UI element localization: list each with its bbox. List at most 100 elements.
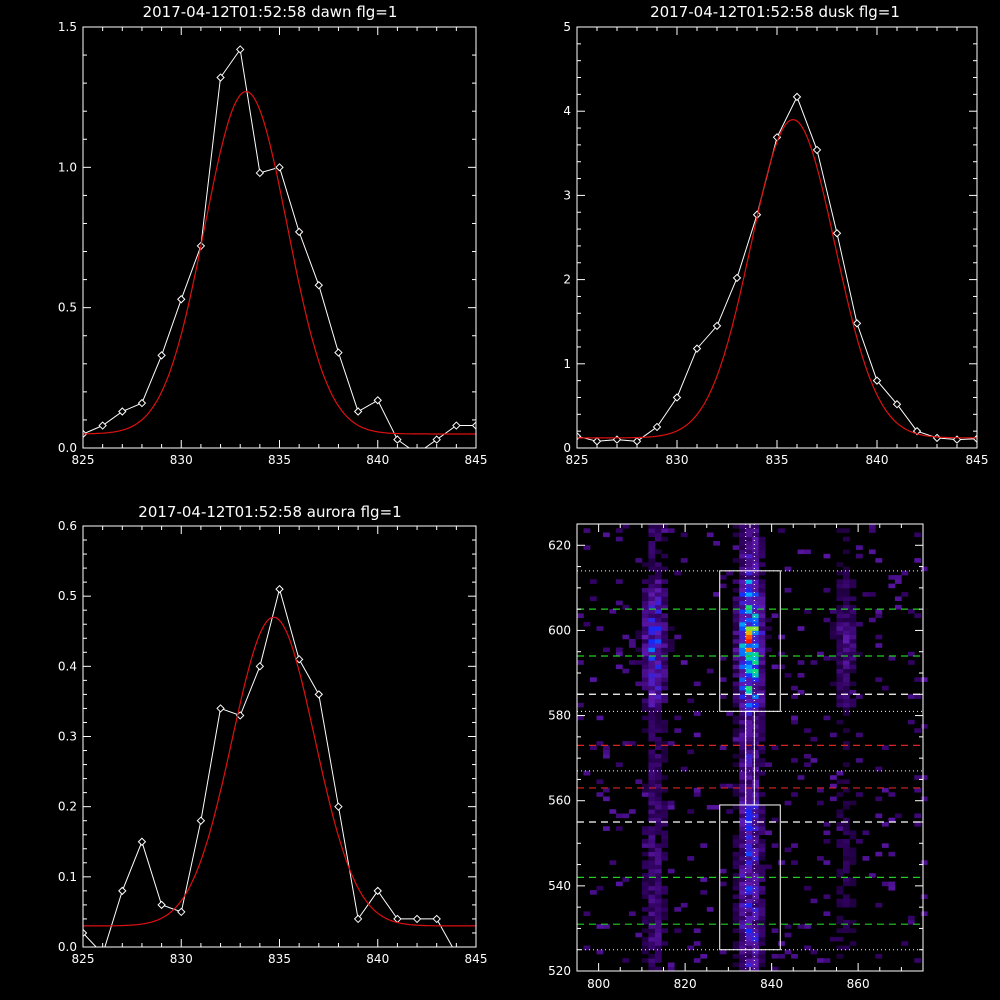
x-tick-label: 845	[465, 952, 488, 966]
data-point	[632, 437, 642, 446]
data-point	[294, 655, 304, 664]
data-point	[196, 816, 206, 825]
y-tick-label: 1.5	[58, 20, 77, 34]
y-tick-label: 560	[548, 794, 571, 808]
y-tick-label: 0.2	[58, 800, 77, 814]
data-point	[432, 914, 441, 924]
x-tick-label: 840	[866, 453, 889, 467]
x-tick-label: 820	[674, 977, 697, 991]
y-tick-label: 3	[563, 188, 571, 202]
data-point	[275, 163, 284, 172]
data-point	[83, 928, 88, 938]
data-point	[652, 422, 662, 432]
y-tick-label: 0	[563, 441, 571, 455]
y-tick-label: 580	[548, 709, 571, 723]
marker-group	[83, 584, 441, 938]
region-box	[745, 710, 755, 806]
spectral-image-plot: 800 820 840 860 520 540 560 580 600 620	[548, 523, 928, 991]
y-tick-label: 1	[563, 357, 571, 371]
data-point	[872, 376, 882, 385]
x-tick-label: 835	[268, 453, 291, 467]
data-point	[235, 45, 245, 54]
data-point	[177, 295, 186, 304]
data-point	[314, 690, 324, 699]
aurora-plot: 2017-04-12T01:52:58 aurora flg=1 825 830 8…	[58, 503, 488, 966]
plot-frame	[576, 523, 924, 972]
dawn-plot: 2017-04-12T01:52:58 dawn flg=1 825 830 835…	[58, 3, 488, 467]
fit-curve	[577, 118, 977, 439]
data-point	[255, 662, 265, 671]
data-point	[275, 584, 284, 594]
x-tick-label: 825	[566, 453, 589, 467]
data-point	[157, 900, 166, 910]
data-point	[592, 437, 602, 446]
x-tick-label: 840	[366, 453, 389, 467]
y-tick-label: 600	[548, 623, 571, 637]
data-point	[373, 886, 382, 896]
y-tick-label: 620	[548, 538, 571, 552]
data-point	[334, 348, 343, 357]
y-tick-label: 520	[548, 964, 571, 978]
fit-curve	[83, 616, 476, 927]
x-tick-label: 835	[766, 453, 789, 467]
data-point	[732, 273, 742, 283]
y-tick-label: 0.1	[58, 870, 77, 884]
x-tick-label: 840	[760, 977, 783, 991]
y-tick-label: 540	[548, 879, 571, 893]
data-point	[216, 73, 225, 82]
data-point	[393, 435, 402, 444]
y-tick-label: 0.0	[58, 441, 77, 455]
data-point	[432, 435, 441, 444]
data-point	[157, 351, 166, 360]
data-point	[852, 319, 862, 328]
x-tick-label: 840	[366, 952, 389, 966]
data-point	[373, 396, 382, 405]
y-tick-label: 0.3	[58, 730, 77, 744]
x-tick-label: 835	[268, 952, 291, 966]
data-point	[792, 92, 802, 102]
y-tick-label: 0.0	[58, 940, 77, 954]
x-tick-label: 830	[170, 952, 193, 966]
data-point	[353, 407, 363, 416]
data-point	[452, 421, 461, 430]
data-point	[118, 407, 127, 416]
fit-curve	[83, 90, 476, 435]
data-point	[216, 704, 225, 713]
data-point	[712, 321, 722, 331]
data-point	[255, 168, 265, 178]
data-point	[137, 398, 147, 408]
x-tick-label: 800	[587, 977, 610, 991]
x-tick-label: 830	[666, 453, 689, 467]
plot-frame	[82, 26, 477, 449]
plot-frame	[82, 525, 477, 948]
x-tick-label: 845	[966, 453, 989, 467]
x-tick-label: 825	[72, 952, 95, 966]
y-tick-label: 1.0	[58, 160, 77, 174]
dawn-plot-title: 2017-04-12T01:52:58 dawn flg=1	[143, 3, 398, 21]
data-point	[471, 421, 476, 430]
aurora-plot-title: 2017-04-12T01:52:58 aurora flg=1	[138, 503, 401, 521]
data-point	[812, 145, 822, 155]
data-point	[692, 344, 702, 353]
data-point	[98, 421, 107, 430]
y-tick-label: 4	[563, 104, 571, 118]
data-point	[294, 227, 304, 237]
x-tick-label: 860	[847, 977, 870, 991]
dusk-plot: 2017-04-12T01:52:58 dusk flg=1 825 830 835…	[563, 3, 988, 467]
data-point	[832, 229, 842, 238]
plot-frame	[576, 26, 978, 449]
y-tick-label: 2	[563, 273, 571, 287]
data-point	[672, 393, 682, 402]
x-tick-label: 845	[465, 453, 488, 467]
x-tick-label: 830	[170, 453, 193, 467]
marker-group	[83, 45, 476, 444]
data-point	[137, 837, 147, 846]
y-tick-label: 5	[563, 20, 571, 34]
y-tick-label: 0.4	[58, 659, 77, 673]
y-tick-label: 0.5	[58, 301, 77, 315]
heatmap-pixels	[577, 524, 928, 972]
dusk-plot-title: 2017-04-12T01:52:58 dusk flg=1	[650, 3, 900, 21]
data-point	[334, 802, 343, 811]
x-tick-label: 825	[72, 453, 95, 467]
